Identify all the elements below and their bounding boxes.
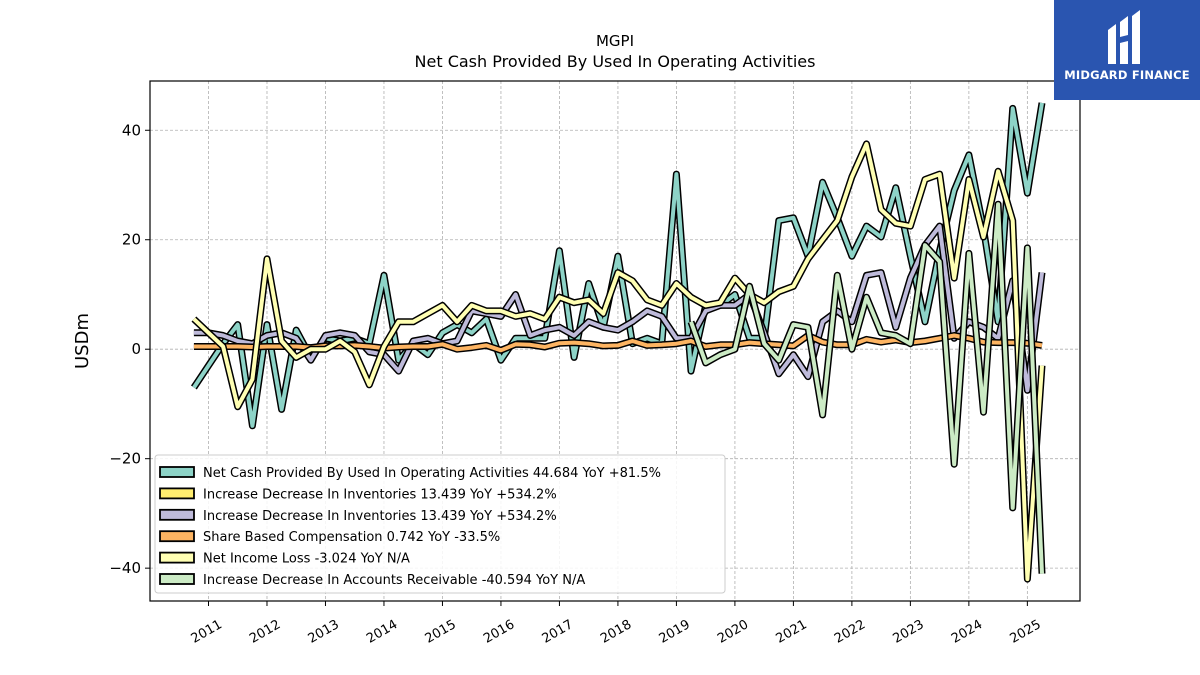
chart-title: MGPI [595, 32, 635, 50]
plot-frame [149, 80, 1081, 602]
x-tick-label: 2023 [891, 617, 927, 647]
legend-entry: Net Income Loss -3.024 YoY N/A [203, 552, 410, 567]
x-tick-label: 2022 [832, 617, 868, 647]
legend-entry: Increase Decrease In Inventories 13.439 … [203, 487, 557, 502]
x-tick-label: 2015 [423, 617, 459, 647]
y-axis-label: USDm [72, 313, 93, 369]
x-tick-label: 2016 [481, 617, 517, 647]
x-tick-label: 2021 [774, 617, 810, 647]
legend-swatch [159, 487, 195, 500]
x-tick-label: 2012 [247, 617, 283, 647]
legend-swatch [159, 551, 195, 564]
legend-entry: Increase Decrease In Inventories 13.439 … [203, 509, 557, 524]
chart-subtitle: Net Cash Provided By Used In Operating A… [414, 52, 816, 71]
legend-swatch [159, 466, 195, 478]
y-tick-label: 0 [131, 340, 141, 358]
series-5 [687, 200, 1046, 574]
series-lines [190, 102, 1046, 583]
legend-swatch [159, 508, 195, 521]
y-tick-label: 20 [122, 231, 141, 249]
legend-entry: Net Cash Provided By Used In Operating A… [203, 466, 661, 481]
x-tick-label: 2017 [540, 617, 576, 647]
legend-entry: Share Based Compensation 0.742 YoY -33.5… [203, 530, 500, 545]
x-tick-label: 2014 [364, 617, 400, 647]
y-tick-label: 40 [122, 121, 141, 139]
series-4 [191, 140, 1046, 583]
legend-swatch [159, 530, 195, 543]
legend: Net Cash Provided By Used In Operating A… [154, 454, 726, 594]
x-tick-label: 2013 [306, 617, 342, 647]
legend-swatch [159, 573, 195, 585]
x-tick-label: 2011 [189, 617, 225, 647]
y-tick-label: −40 [109, 559, 141, 577]
logo-mark-icon [1108, 10, 1140, 64]
y-tick-label: −20 [109, 450, 141, 468]
x-tick-label: 2020 [715, 617, 751, 647]
x-tick-label: 2019 [657, 617, 693, 647]
x-tick-label: 2018 [598, 617, 634, 647]
logo-text: MIDGARD FINANCE [1064, 68, 1190, 82]
series-2 [193, 222, 1046, 394]
midgard-finance-logo: MIDGARD FINANCE [1054, 0, 1200, 100]
series-line [193, 224, 1044, 393]
x-tick-label: 2025 [1008, 617, 1044, 647]
series-line [689, 202, 1044, 574]
x-tick-label: 2024 [949, 617, 985, 647]
legend-entry: Increase Decrease In Accounts Receivable… [203, 573, 585, 588]
series-line [192, 141, 1044, 582]
legend-box [154, 454, 726, 594]
